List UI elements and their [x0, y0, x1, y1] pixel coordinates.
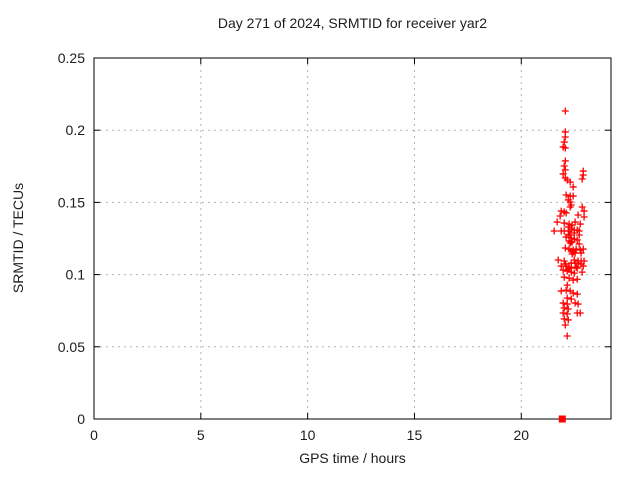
data-point-plus	[561, 107, 569, 115]
data-point-plus	[575, 240, 583, 248]
data-point-plus	[562, 209, 570, 217]
data-point-plus	[560, 315, 568, 323]
data-point-plus	[568, 221, 576, 229]
data-point-plus	[573, 236, 581, 244]
data-point-plus	[561, 166, 569, 174]
data-point-plus	[570, 229, 578, 237]
data-point-plus	[573, 264, 581, 272]
data-point-plus	[561, 244, 569, 252]
data-point-plus	[553, 218, 561, 226]
data-point-plus	[556, 212, 564, 220]
data-point-plus	[578, 175, 586, 183]
data-point-plus	[579, 171, 587, 179]
data-point-plus	[557, 207, 565, 215]
data-point-plus	[562, 286, 570, 294]
data-point-plus	[559, 266, 567, 274]
data-point-plus	[563, 267, 571, 275]
data-point-plus	[561, 133, 569, 141]
data-point-plus	[570, 256, 578, 264]
plot-border	[93, 57, 612, 420]
data-point-plus	[580, 207, 588, 215]
chart-title: Day 271 of 2024, SRMTID for receiver yar…	[217, 15, 488, 31]
data-point-plus	[575, 231, 583, 239]
data-point-plus	[560, 162, 568, 170]
data-point-plus	[571, 218, 579, 226]
data-point-plus	[571, 299, 579, 307]
data-point-plus	[573, 290, 581, 298]
data-point-plus	[554, 256, 562, 264]
data-point-plus	[559, 309, 567, 317]
data-point-plus	[560, 138, 568, 146]
data-point-plus	[557, 287, 565, 295]
data-point-plus	[562, 233, 570, 241]
y-tick-label: 0.2	[66, 122, 86, 138]
data-point-plus	[579, 262, 587, 270]
data-point-plus	[563, 281, 571, 289]
data-point-plus	[569, 183, 577, 191]
data-point-plus	[566, 203, 574, 211]
data-point-plus	[573, 226, 581, 234]
x-tick-label: 5	[197, 427, 205, 443]
data-point-plus	[559, 299, 567, 307]
data-point-plus	[576, 246, 584, 254]
y-tick-label: 0	[77, 411, 85, 427]
data-point-plus	[578, 203, 586, 211]
x-tick-label: 15	[407, 427, 423, 443]
data-point-plus	[561, 321, 569, 329]
data-point-plus	[577, 249, 585, 257]
y-tick-label: 0.15	[58, 194, 85, 210]
data-point-plus	[580, 257, 588, 265]
data-point-plus	[565, 227, 573, 235]
data-point-plus	[569, 192, 577, 200]
data-point-plus	[567, 268, 575, 276]
data-point-plus	[580, 213, 588, 221]
data-point-plus	[579, 245, 587, 253]
x-tick-label: 0	[90, 427, 98, 443]
data-point-plus	[560, 257, 568, 265]
data-point-plus	[563, 310, 571, 318]
data-point-plus	[574, 211, 582, 219]
data-point-plus	[564, 316, 572, 324]
data-point-plus	[578, 268, 586, 276]
data-point-plus	[563, 300, 571, 308]
data-point-plus	[550, 227, 558, 235]
data-point-plus	[566, 178, 574, 186]
data-point-plus	[568, 250, 576, 258]
data-point-plus	[564, 305, 572, 313]
data-point-plus	[562, 191, 570, 199]
data-point-plus	[571, 249, 579, 257]
data-point-plus	[565, 274, 573, 282]
data-point-plus	[576, 309, 584, 317]
data-point-plus	[561, 144, 569, 152]
x-axis-label: GPS time / hours	[299, 450, 406, 466]
data-point-plus	[566, 231, 574, 239]
data-point-plus	[574, 300, 582, 308]
y-tick-label: 0.1	[66, 267, 86, 283]
data-point-plus	[561, 157, 569, 165]
data-point-plus	[570, 269, 578, 277]
x-tick-label: 10	[300, 427, 316, 443]
data-point-plus	[567, 295, 575, 303]
x-tick-label: 20	[513, 427, 529, 443]
data-point-square	[558, 415, 566, 423]
data-point-plus	[572, 263, 580, 271]
data-point-plus	[574, 259, 582, 267]
data-point-plus	[563, 294, 571, 302]
data-point-plus	[563, 332, 571, 340]
data-point-plus	[576, 220, 584, 228]
data-point-plus	[568, 238, 576, 246]
data-point-plus	[573, 275, 581, 283]
data-point-plus	[572, 245, 580, 253]
data-point-plus	[560, 304, 568, 312]
data-point-plus	[560, 219, 568, 227]
data-point-plus	[559, 170, 567, 178]
y-tick-label: 0.05	[58, 339, 85, 355]
data-point-plus	[560, 273, 568, 281]
y-tick-label: 0.25	[58, 50, 85, 66]
data-point-plus	[569, 289, 577, 297]
data-point-plus	[569, 276, 577, 284]
